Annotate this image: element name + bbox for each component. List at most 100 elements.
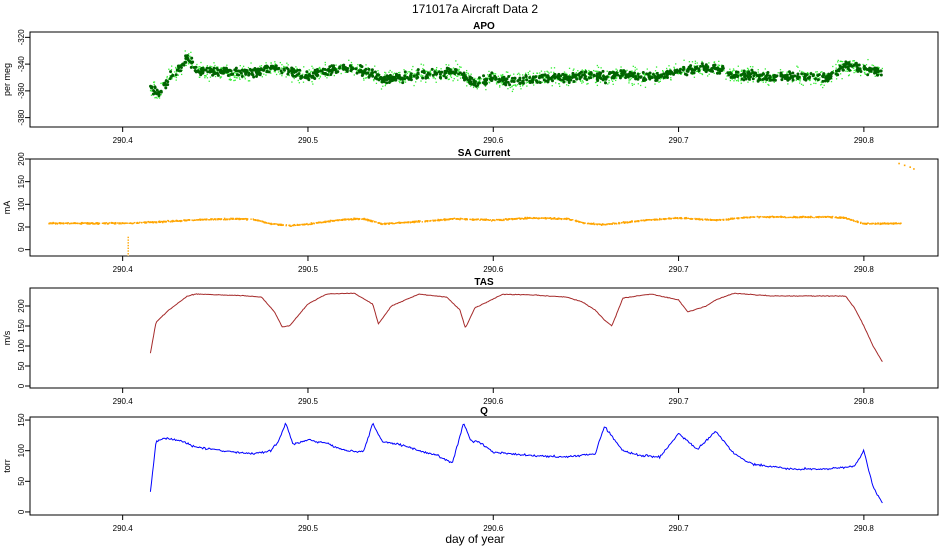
sa-current-point (279, 224, 281, 226)
sa-current-point (729, 218, 731, 220)
apo-point-light (636, 68, 638, 70)
apo-point-light (541, 81, 543, 83)
apo-point-light (384, 84, 387, 87)
apo-point-light (284, 66, 286, 68)
apo-point-light (365, 77, 367, 79)
apo-point-dark (164, 86, 168, 90)
apo-point-light (467, 72, 469, 75)
apo-point-light (658, 81, 660, 83)
sa-current-point (705, 219, 708, 221)
sa-current-point (164, 220, 166, 223)
apo-point-dark (447, 67, 451, 71)
apo-point-light (731, 78, 733, 80)
apo-point-light (740, 82, 742, 84)
sa-current-point (726, 219, 728, 221)
sa-current-point (889, 222, 892, 225)
apo-point-light (236, 77, 238, 79)
sa-current-point (257, 219, 260, 222)
apo-point-dark (226, 70, 230, 74)
apo-point-light (839, 60, 841, 63)
apo-point-light (536, 72, 539, 74)
apo-point-light (187, 62, 190, 64)
apo-point-light (575, 81, 577, 83)
sa-current-point (48, 222, 50, 225)
apo-point-dark (153, 90, 157, 94)
y-axis-label: per meg (2, 63, 12, 96)
sa-current-point (684, 217, 687, 220)
apo-point-light (242, 65, 245, 67)
sa-current-point (674, 217, 676, 220)
sa-current-point (526, 217, 528, 220)
apo-point-light (275, 73, 278, 76)
apo-point-light (335, 64, 337, 66)
sa-current-point (151, 221, 154, 224)
sa-current-point (529, 217, 531, 219)
sa-current-point (738, 217, 740, 220)
sa-current-point (661, 218, 663, 220)
apo-point-light (312, 67, 314, 69)
apo-point-light (708, 62, 710, 64)
apo-point-light (807, 72, 809, 75)
sa-current-point (899, 222, 902, 224)
apo-point-light (446, 72, 448, 74)
sa-current-point (560, 218, 562, 220)
apo-point-dark (709, 69, 713, 73)
apo-point-light (160, 94, 162, 96)
apo-point-light (526, 85, 528, 87)
apo-point-light (600, 67, 602, 69)
sa-current-point (232, 218, 235, 220)
sa-current-point (317, 221, 319, 224)
apo-point-light (166, 77, 168, 79)
apo-point-dark (505, 77, 509, 81)
apo-point-dark (788, 76, 792, 80)
sa-current-point (56, 223, 59, 225)
sa-current-outlier (127, 244, 129, 247)
sa-current-point (440, 218, 442, 221)
apo-point-dark (595, 72, 599, 76)
sa-current-point (737, 217, 739, 220)
sa-current-point (707, 219, 710, 221)
apo-point-dark (200, 66, 204, 70)
apo-point-light (495, 83, 498, 85)
apo-point-light (718, 64, 721, 67)
sa-current-point (583, 222, 585, 225)
sa-current-point (844, 217, 846, 219)
y-tick-label: 200 (17, 299, 26, 313)
apo-point-dark (412, 74, 416, 78)
apo-point-light (566, 84, 568, 86)
apo-point-light (786, 72, 788, 74)
apo-point-light (685, 69, 687, 71)
apo-point-light (368, 70, 370, 73)
sa-current-point (857, 221, 859, 224)
apo-point-light (579, 79, 582, 82)
sa-current-point (727, 218, 730, 220)
sa-current-point (731, 218, 733, 220)
apo-point-light (422, 75, 424, 77)
apo-point-light (160, 82, 162, 85)
apo-point-dark (187, 59, 191, 63)
apo-point-light (801, 75, 804, 77)
apo-point-light (175, 71, 178, 73)
sa-current-point (134, 221, 136, 224)
sa-current-point (276, 223, 279, 225)
apo-point-light (848, 74, 851, 76)
apo-point-light (247, 80, 250, 82)
apo-point-light (274, 64, 276, 66)
sa-current-point (87, 223, 90, 225)
apo-point-dark (518, 76, 522, 80)
sa-current-point (801, 215, 804, 218)
apo-point-light (871, 64, 873, 66)
sa-current-point (319, 221, 322, 223)
apo-point-dark (822, 72, 826, 76)
apo-point-dark (598, 72, 602, 76)
sa-current-point (95, 222, 98, 225)
apo-point-dark (297, 72, 301, 76)
apo-point-dark (816, 74, 820, 78)
sa-current-point (484, 218, 487, 221)
sa-current-point (778, 216, 781, 218)
sa-current-point (262, 220, 264, 223)
apo-point-dark (438, 72, 442, 76)
sa-current-point (292, 224, 295, 227)
apo-point-dark (542, 78, 546, 82)
